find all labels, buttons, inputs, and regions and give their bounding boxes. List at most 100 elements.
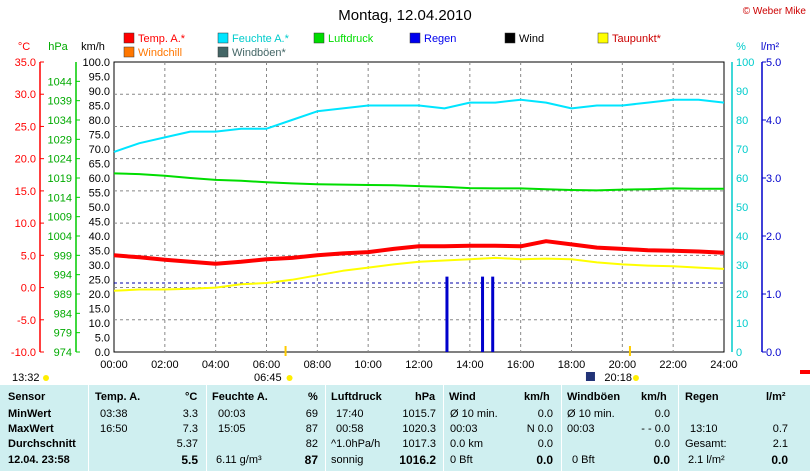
max-gust-value: - - 0.0 bbox=[641, 423, 670, 435]
wind-tick-label: 70.0 bbox=[89, 144, 110, 156]
temp-tick-label: 20.0 bbox=[15, 154, 36, 166]
x-tick-label: 14:00 bbox=[456, 359, 484, 371]
x-tick-label: 02:00 bbox=[151, 359, 179, 371]
current-gust-bft: 0 Bft bbox=[572, 454, 595, 466]
current-temp-value: 5.5 bbox=[181, 453, 198, 467]
humidity-tick-label: 80 bbox=[736, 115, 748, 127]
wind-tick-label: 50.0 bbox=[89, 202, 110, 214]
row-label-current: 12.04. 23:58 bbox=[8, 454, 70, 466]
max-gust-time: 00:03 bbox=[567, 423, 595, 435]
legend-label: Windböen* bbox=[232, 47, 287, 59]
temp-tick-label: -10.0 bbox=[11, 347, 36, 359]
current-pressure-value: 1016.2 bbox=[399, 453, 436, 467]
wind-tick-label: 40.0 bbox=[89, 231, 110, 243]
wind-tick-label: 15.0 bbox=[89, 304, 110, 316]
max-temp-value: 7.3 bbox=[182, 423, 198, 435]
header-pressure-unit: hPa bbox=[415, 391, 436, 403]
pressure-line bbox=[113, 172, 724, 192]
min-wind-value: 0.0 bbox=[537, 408, 553, 420]
pressure-tick-label: 979 bbox=[54, 328, 72, 340]
min-gust-value: 0.0 bbox=[654, 408, 670, 420]
min-pressure-value: 1015.7 bbox=[402, 408, 436, 420]
legend-swatch bbox=[123, 46, 135, 58]
stats-table: Sensor Temp. A. °C Feuchte A. % Luftdruc… bbox=[0, 385, 810, 471]
legend-swatch bbox=[409, 32, 421, 44]
rain-total-value: 2.1 bbox=[772, 438, 788, 450]
pressure-tick-label: 994 bbox=[54, 270, 72, 282]
humidity-tick-label: 20 bbox=[736, 289, 748, 301]
max-humidity-value: 87 bbox=[305, 423, 318, 435]
max-wind-time: 00:03 bbox=[450, 423, 478, 435]
max-pressure-value: 1020.3 bbox=[402, 423, 436, 435]
x-tick-label: 12:00 bbox=[405, 359, 433, 371]
wind-tick-label: 30.0 bbox=[89, 260, 110, 272]
humidity-tick-label: 10 bbox=[736, 318, 748, 330]
temp-tick-label: 35.0 bbox=[15, 57, 36, 69]
legend-swatch bbox=[504, 32, 516, 44]
humidity-tick-label: 50 bbox=[736, 202, 748, 214]
wind-tick-label: 20.0 bbox=[89, 289, 110, 301]
legend-swatch bbox=[313, 32, 325, 44]
x-tick-label: 20:00 bbox=[609, 359, 637, 371]
temp-tick-label: 15.0 bbox=[15, 186, 36, 198]
max-wind-value: N 0.0 bbox=[526, 423, 553, 435]
x-tick-label: 16:00 bbox=[507, 359, 535, 371]
wind-tick-label: 90.0 bbox=[89, 86, 110, 98]
weather-condition: sonnig bbox=[331, 454, 364, 466]
temp-tick-label: 30.0 bbox=[15, 89, 36, 101]
wind-tick-label: 60.0 bbox=[89, 173, 110, 185]
pressure-tick-label: 974 bbox=[54, 347, 72, 359]
moon-time: 13:32 bbox=[12, 372, 40, 384]
rain-axis-unit: l/m² bbox=[761, 41, 780, 53]
header-humidity: Feuchte A. bbox=[212, 391, 268, 403]
avg-pressure-value: 1017.3 bbox=[402, 438, 436, 450]
wind-distance: 0.0 km bbox=[450, 438, 484, 450]
wind-tick-label: 0.0 bbox=[95, 347, 110, 359]
x-tick-label: 22:00 bbox=[659, 359, 687, 371]
humidity-tick-label: 90 bbox=[736, 86, 748, 98]
legend-swatch bbox=[597, 32, 609, 44]
pressure-tick-label: 999 bbox=[54, 250, 72, 262]
rain-total-label: Gesamt: bbox=[685, 438, 727, 450]
wind-tick-label: 80.0 bbox=[89, 115, 110, 127]
wind-tick-label: 55.0 bbox=[89, 188, 110, 200]
moon-icon bbox=[43, 375, 49, 381]
x-tick-label: 24:00 bbox=[710, 359, 738, 371]
min-humidity-value: 69 bbox=[305, 408, 318, 420]
humidity-axis-unit: % bbox=[736, 41, 746, 53]
legend-label: Temp. A.* bbox=[138, 33, 186, 45]
time-markers: 06:45 20:18 13:32 bbox=[12, 346, 639, 384]
min-gust-time: Ø 10 min. bbox=[567, 408, 615, 420]
header-temp: Temp. A. bbox=[95, 391, 141, 403]
rain-tick-label: 1.0 bbox=[766, 289, 781, 301]
header-humidity-unit: % bbox=[308, 391, 318, 403]
x-tick-label: 18:00 bbox=[558, 359, 586, 371]
edge-mark-red bbox=[800, 370, 810, 374]
pressure-tick-label: 1019 bbox=[48, 173, 72, 185]
legend: Temp. A.* Feuchte A.* Luftdruck Regen Wind Ta… bbox=[123, 32, 662, 59]
sun-icon bbox=[632, 375, 639, 381]
pressure-tick-label: 1034 bbox=[48, 115, 72, 127]
row-label-min: MinWert bbox=[8, 408, 52, 420]
sunset-time: 20:18 bbox=[604, 372, 632, 384]
rain-tick-label: 2.0 bbox=[766, 231, 781, 243]
pressure-tick-label: 1009 bbox=[48, 212, 72, 224]
legend-swatch bbox=[217, 32, 229, 44]
pressure-tick-label: 989 bbox=[54, 289, 72, 301]
legend-label: Regen bbox=[424, 33, 456, 45]
x-tick-label: 10:00 bbox=[354, 359, 382, 371]
pressure-axis-unit: hPa bbox=[48, 41, 68, 53]
absolute-humidity: 6.11 g/m³ bbox=[216, 454, 262, 466]
header-sensor: Sensor bbox=[8, 391, 46, 403]
humidity-tick-label: 40 bbox=[736, 231, 748, 243]
temp-axis-unit: °C bbox=[18, 41, 30, 53]
max-pressure-time: 00:58 bbox=[336, 423, 364, 435]
wind-tick-label: 35.0 bbox=[89, 246, 110, 258]
date-title: Montag, 12.04.2010 bbox=[338, 7, 471, 24]
humidity-tick-label: 100 bbox=[736, 57, 754, 69]
dewpoint-line bbox=[113, 256, 725, 292]
humidity-tick-label: 0 bbox=[736, 347, 742, 359]
max-humidity-time: 15:05 bbox=[218, 423, 246, 435]
pressure-tick-label: 1044 bbox=[48, 76, 72, 88]
pressure-tick-label: 1004 bbox=[48, 231, 72, 243]
